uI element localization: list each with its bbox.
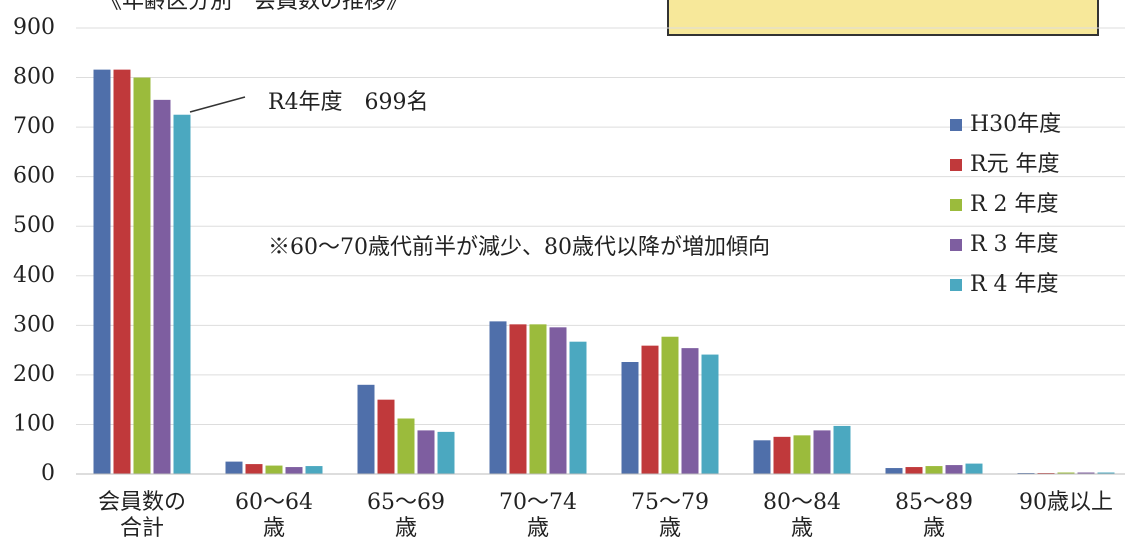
- bar: [661, 336, 679, 474]
- chart-title: 《年齢区分別 会員数の推移》: [100, 0, 408, 14]
- y-tick-label: 100: [13, 411, 55, 436]
- x-tick-label: 70～74 歳: [499, 490, 577, 540]
- bar: [113, 69, 131, 475]
- bar: [173, 114, 191, 474]
- bar: [489, 321, 507, 474]
- y-tick-label: 900: [13, 15, 55, 40]
- bar: [93, 69, 111, 475]
- bar: [905, 467, 923, 474]
- legend-label: H30年度: [970, 112, 1061, 137]
- bar: [701, 354, 719, 474]
- bar: [945, 465, 963, 474]
- bar: [793, 435, 811, 474]
- y-tick-label: 700: [13, 114, 55, 139]
- bar: [641, 345, 659, 474]
- legend-label: R 2 年度: [970, 192, 1059, 217]
- bar: [417, 430, 435, 474]
- x-tick-label: 会員数の 合計: [97, 490, 186, 540]
- bar: [1097, 472, 1115, 474]
- bar: [437, 431, 455, 474]
- legend-swatch: [950, 159, 962, 171]
- bar: [245, 464, 263, 474]
- y-tick-label: 600: [13, 164, 55, 189]
- x-tick-label: 90歳以上: [1019, 490, 1113, 515]
- y-tick-label: 300: [13, 312, 55, 337]
- bar: [681, 348, 699, 474]
- annotation: R4年度 699名: [268, 90, 429, 115]
- illustration: [667, 0, 1099, 36]
- x-tick-label: 85～89 歳: [895, 490, 973, 540]
- legend-swatch: [950, 199, 962, 211]
- bar: [833, 425, 851, 474]
- x-tick-label: 60～64 歳: [235, 490, 313, 540]
- bar: [773, 436, 791, 474]
- bar: [265, 465, 283, 474]
- y-tick-label: 800: [13, 65, 55, 90]
- bar: [621, 362, 639, 474]
- bar: [529, 324, 547, 474]
- bar: [153, 99, 171, 474]
- legend-swatch: [950, 119, 962, 131]
- bar: [1057, 472, 1075, 474]
- x-tick-label: 65～69 歳: [367, 490, 445, 540]
- leader-line: [189, 96, 246, 113]
- bar: [1077, 472, 1095, 474]
- legend-swatch: [950, 239, 962, 251]
- bar: [509, 324, 527, 474]
- y-tick-label: 500: [13, 213, 55, 238]
- bar: [753, 440, 771, 474]
- legend-label: R 4 年度: [970, 272, 1059, 297]
- legend-label: R元 年度: [970, 152, 1060, 177]
- bar: [285, 467, 303, 474]
- x-tick-label: 80～84 歳: [763, 490, 841, 540]
- bar: [885, 468, 903, 474]
- legend-swatch: [950, 279, 962, 291]
- y-tick-label: 0: [41, 461, 55, 486]
- bar: [925, 466, 943, 474]
- bar: [377, 399, 395, 474]
- y-tick-label: 200: [13, 362, 55, 387]
- bar: [305, 466, 323, 474]
- annotation: ※60～70歳代前半が減少、80歳代以降が増加傾向: [268, 235, 770, 260]
- bar: [549, 327, 567, 474]
- y-tick-label: 400: [13, 263, 55, 288]
- bar: [133, 77, 151, 475]
- bar: [813, 430, 831, 474]
- bar: [357, 384, 375, 474]
- bar: [397, 418, 415, 474]
- bar: [569, 341, 587, 474]
- bar: [225, 461, 243, 474]
- x-tick-label: 75～79 歳: [631, 490, 709, 540]
- bar: [965, 463, 983, 474]
- legend-label: R 3 年度: [970, 232, 1059, 257]
